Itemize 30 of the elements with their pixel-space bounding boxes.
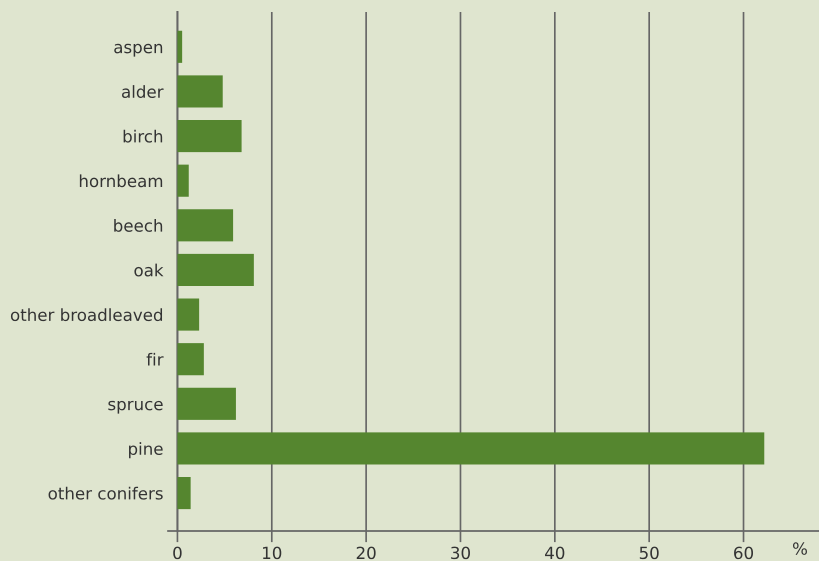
x-tick-label: 60 xyxy=(734,546,754,560)
y-tick-label: pine xyxy=(129,442,163,458)
bar xyxy=(177,75,223,108)
y-tick-label: spruce xyxy=(108,400,163,414)
x-axis-title: % xyxy=(793,542,807,555)
x-tick-label: 20 xyxy=(356,546,376,560)
y-tick-label: birch xyxy=(124,130,162,143)
bar xyxy=(177,343,204,376)
x-tick-label: 40 xyxy=(545,546,564,560)
y-tick-label: alder xyxy=(122,85,164,98)
y-tick-label: aspen xyxy=(114,44,162,57)
y-tick-label: other broadleaved xyxy=(10,308,162,322)
bar xyxy=(177,164,189,197)
x-tick-label: 10 xyxy=(263,546,282,560)
x-tick-label: 50 xyxy=(640,546,659,560)
x-tick-label: 30 xyxy=(451,546,470,560)
bar xyxy=(177,120,242,152)
bar xyxy=(177,432,764,465)
bar xyxy=(177,298,200,331)
x-tick-label: 0 xyxy=(173,546,182,560)
y-tick-label: beech xyxy=(114,218,162,232)
y-tick-label: other conifers xyxy=(48,486,163,500)
bar xyxy=(177,477,191,510)
bar xyxy=(177,254,254,286)
y-tick-label: oak xyxy=(134,264,164,277)
bar xyxy=(177,388,236,420)
bar xyxy=(177,30,182,63)
bar xyxy=(177,209,234,242)
y-tick-label: hornbeam xyxy=(80,174,162,188)
y-tick-label: fir xyxy=(146,352,164,366)
